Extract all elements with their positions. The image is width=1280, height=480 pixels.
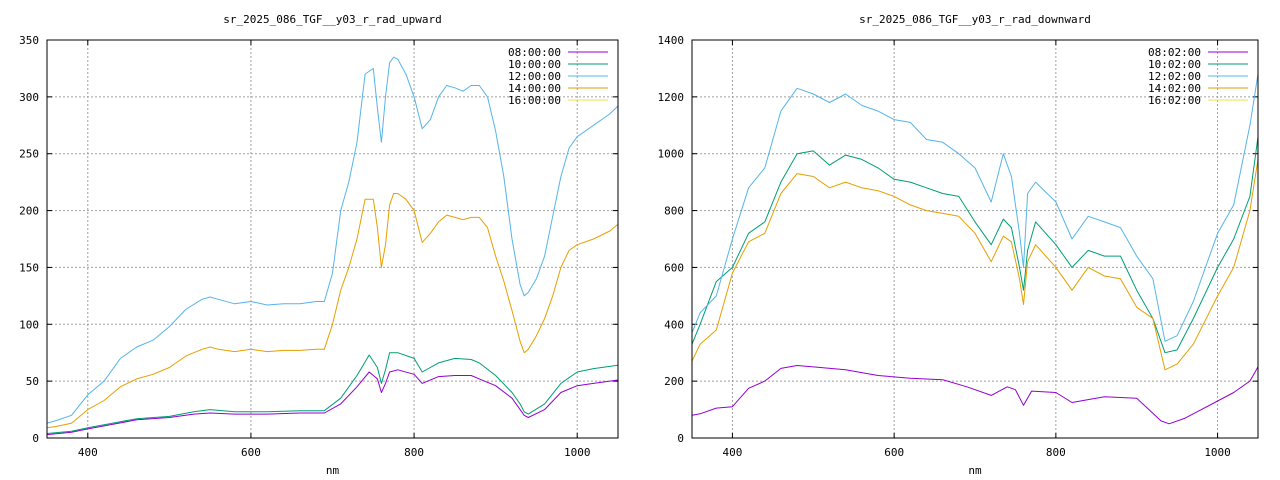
y-tick-label-downward: 600	[664, 261, 684, 274]
y-tick-label-upward: 200	[19, 205, 39, 218]
y-tick-label-downward: 1200	[658, 91, 685, 104]
x-axis-label-upward: nm	[326, 464, 340, 477]
y-tick-label-upward: 250	[19, 148, 39, 161]
legend-label-downward-3: 14:02:00	[1148, 82, 1201, 95]
series-line-downward-3	[692, 159, 1258, 371]
series-line-downward-0	[692, 365, 1258, 425]
x-tick-label-downward: 1000	[1204, 446, 1231, 459]
chart-title-upward: sr_2025_086_TGF__y03_r_rad_upward	[223, 13, 442, 26]
series-line-upward-2	[47, 56, 618, 424]
legend-label-upward-4: 16:00:00	[508, 94, 561, 107]
legend-label-downward-4: 16:02:00	[1148, 94, 1201, 107]
y-tick-label-downward: 800	[664, 205, 684, 218]
legend-label-downward-0: 08:02:00	[1148, 46, 1201, 59]
x-tick-label-upward: 1000	[564, 446, 591, 459]
x-tick-label-downward: 600	[884, 446, 904, 459]
series-line-downward-1	[692, 136, 1258, 354]
series-line-upward-0	[47, 369, 618, 436]
legend-label-downward-2: 12:02:00	[1148, 70, 1201, 83]
y-tick-label-upward: 350	[19, 34, 39, 47]
y-tick-label-downward: 400	[664, 318, 684, 331]
y-tick-label-upward: 100	[19, 318, 39, 331]
x-tick-label-downward: 800	[1046, 446, 1066, 459]
chart-title-downward: sr_2025_086_TGF__y03_r_rad_downward	[859, 13, 1091, 26]
plot-frame-upward	[46, 39, 619, 439]
x-tick-label-upward: 800	[404, 446, 424, 459]
series-line-upward-1	[47, 352, 618, 434]
y-tick-label-upward: 150	[19, 261, 39, 274]
x-tick-label-upward: 600	[241, 446, 261, 459]
legend-label-upward-2: 12:00:00	[508, 70, 561, 83]
legend-label-upward-3: 14:00:00	[508, 82, 561, 95]
y-tick-label-upward: 300	[19, 91, 39, 104]
y-tick-label-downward: 0	[677, 432, 684, 445]
series-line-upward-3	[47, 193, 618, 429]
legend-label-upward-1: 10:00:00	[508, 58, 561, 71]
y-tick-label-downward: 1000	[658, 148, 685, 161]
y-tick-label-downward: 200	[664, 375, 684, 388]
legend-label-upward-0: 08:00:00	[508, 46, 561, 59]
legend-label-downward-1: 10:02:00	[1148, 58, 1201, 71]
x-tick-label-downward: 400	[722, 446, 742, 459]
x-tick-label-upward: 400	[78, 446, 98, 459]
plot-frame-downward	[691, 39, 1259, 439]
x-axis-label-downward: nm	[968, 464, 982, 477]
y-tick-label-upward: 0	[32, 432, 39, 445]
y-tick-label-downward: 1400	[658, 34, 685, 47]
series-line-downward-2	[692, 74, 1258, 342]
y-tick-label-upward: 50	[26, 375, 39, 388]
